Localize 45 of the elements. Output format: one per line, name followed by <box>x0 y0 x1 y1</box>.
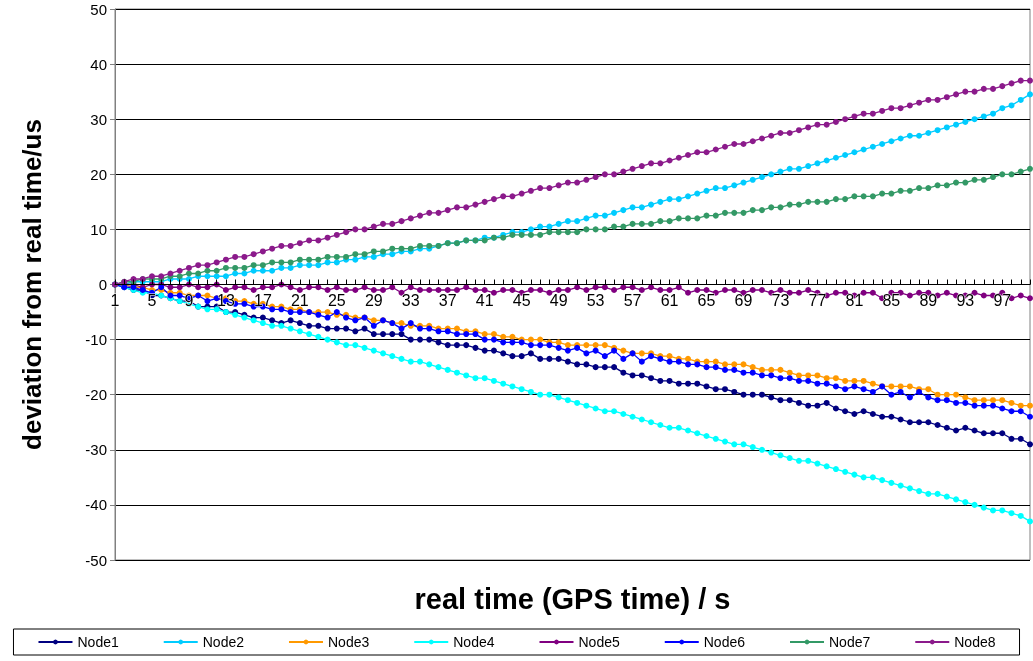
x-tick-label: 9 <box>184 292 194 309</box>
x-tick-label: 93 <box>956 292 975 309</box>
x-tick-label: 53 <box>586 292 605 309</box>
x-tick-label: 65 <box>697 292 716 309</box>
legend-label: Node3 <box>327 634 370 650</box>
legend-label: Node1 <box>77 634 119 650</box>
x-tick-label: 25 <box>327 292 346 309</box>
y-tick-label: 30 <box>90 110 107 128</box>
x-tick-label: 73 <box>771 292 790 309</box>
legend-label: Node6 <box>703 634 746 650</box>
y-tick-label: 50 <box>90 0 107 18</box>
y-tick-label: -40 <box>85 496 107 514</box>
x-tick-label: 21 <box>290 292 309 309</box>
x-tick-label: 69 <box>734 292 753 309</box>
x-tick-label: 45 <box>512 292 531 309</box>
y-tick-label: -50 <box>85 551 107 569</box>
x-tick-label: 61 <box>660 292 679 309</box>
legend-label: Node4 <box>453 634 495 650</box>
y-tick-label: 0 <box>98 276 107 293</box>
x-tick-label: 41 <box>475 292 494 309</box>
x-axis-title: real time (GPS time) / s <box>414 583 731 615</box>
x-tick-label: 1 <box>110 292 120 309</box>
x-tick-label: 37 <box>438 292 457 309</box>
x-tick-label: 97 <box>993 292 1012 309</box>
x-tick-label: 85 <box>882 292 901 309</box>
legend-label: Node8 <box>954 634 996 650</box>
y-tick-label: -10 <box>85 331 107 349</box>
x-tick-label: 89 <box>919 292 938 309</box>
x-tick-label: 29 <box>364 292 383 309</box>
y-tick-label: 20 <box>90 165 107 183</box>
y-tick-label: 10 <box>90 220 107 238</box>
x-tick-label: 49 <box>549 292 568 309</box>
y-axis-title: deviation from real time/us <box>17 119 47 450</box>
x-tick-label: 77 <box>808 292 827 309</box>
x-tick-label: 57 <box>623 292 642 309</box>
y-tick-label: -30 <box>85 441 107 459</box>
legend-label: Node2 <box>202 634 245 650</box>
legend-label: Node5 <box>578 634 620 650</box>
x-tick-label: 13 <box>217 292 235 309</box>
x-tick-label: 5 <box>147 292 157 309</box>
y-tick-label: 40 <box>90 55 107 73</box>
x-tick-label: 33 <box>401 292 420 309</box>
y-tick-label: -20 <box>85 386 107 404</box>
legend-label: Node7 <box>829 634 871 650</box>
x-tick-label: 81 <box>845 292 864 309</box>
